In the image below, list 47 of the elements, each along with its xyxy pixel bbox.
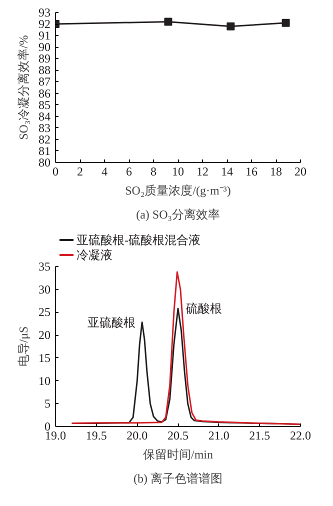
x-tick-label: 22.0 bbox=[290, 428, 311, 442]
x-tick-label: 8 bbox=[150, 164, 156, 178]
legend-label: 冷凝液 bbox=[76, 248, 112, 262]
x-tick-label: 2 bbox=[77, 164, 83, 178]
x-axis-title: SO₂质量浓度/(g·m⁻³) bbox=[125, 184, 231, 198]
y-tick-label: 89 bbox=[38, 52, 50, 66]
y-axis-title: 电导/μS bbox=[16, 326, 30, 367]
y-tick-label: 88 bbox=[38, 63, 50, 78]
y-tick-label: 82 bbox=[38, 132, 50, 146]
y-tick-label: 30 bbox=[38, 282, 50, 296]
y-axis-title: SO₃冷凝分离效率/% bbox=[16, 35, 30, 140]
y-tick-label: 87 bbox=[38, 74, 50, 89]
y-tick-label: 5 bbox=[44, 396, 50, 411]
y-tick-label: 84 bbox=[38, 109, 50, 124]
x-tick-label: 18 bbox=[270, 164, 282, 178]
legend-label: 亚硫酸根-硫酸根混合液 bbox=[76, 233, 200, 247]
y-tick-label: 93 bbox=[38, 6, 50, 20]
x-tick-label: 4 bbox=[102, 164, 108, 178]
y-tick-label: 91 bbox=[38, 28, 50, 43]
x-tick-label: 14 bbox=[221, 164, 233, 178]
x-tick-label: 10 bbox=[172, 164, 184, 178]
x-tick-label: 19.5 bbox=[86, 428, 107, 442]
y-tick-label: 81 bbox=[38, 144, 50, 158]
y-tick-label: 35 bbox=[38, 260, 50, 274]
x-tick-label: 20.0 bbox=[126, 428, 148, 442]
x-tick-label: 6 bbox=[126, 164, 132, 178]
x-tick-label: 21.0 bbox=[208, 428, 230, 442]
x-tick-label: 12 bbox=[196, 164, 208, 178]
text: (b) 离子色谱谱图 bbox=[134, 472, 223, 486]
annotation: 亚硫酸根 bbox=[88, 315, 136, 330]
x-tick-label: 20 bbox=[294, 164, 306, 178]
y-tick-label: 85 bbox=[38, 98, 50, 112]
annotation: 硫酸根 bbox=[186, 302, 222, 316]
y-tick-label: 92 bbox=[38, 17, 50, 32]
y-tick-label: 90 bbox=[38, 40, 50, 54]
y-tick-label: 86 bbox=[38, 86, 50, 100]
y-tick-label: 15 bbox=[38, 350, 50, 365]
y-tick-label: 25 bbox=[38, 305, 50, 320]
y-tick-label: 20 bbox=[38, 328, 50, 342]
y-tick-label: 10 bbox=[38, 374, 50, 388]
x-tick-label: 21.5 bbox=[249, 428, 270, 442]
x-tick-label: 20.5 bbox=[168, 428, 188, 442]
x-axis-title: 保留时间/min bbox=[143, 448, 214, 462]
y-tick-label: 83 bbox=[38, 120, 50, 135]
x-tick-label: 16 bbox=[246, 164, 258, 178]
text: (a) SO₃分离效率 bbox=[136, 208, 220, 222]
y-tick-label: 80 bbox=[38, 156, 50, 170]
